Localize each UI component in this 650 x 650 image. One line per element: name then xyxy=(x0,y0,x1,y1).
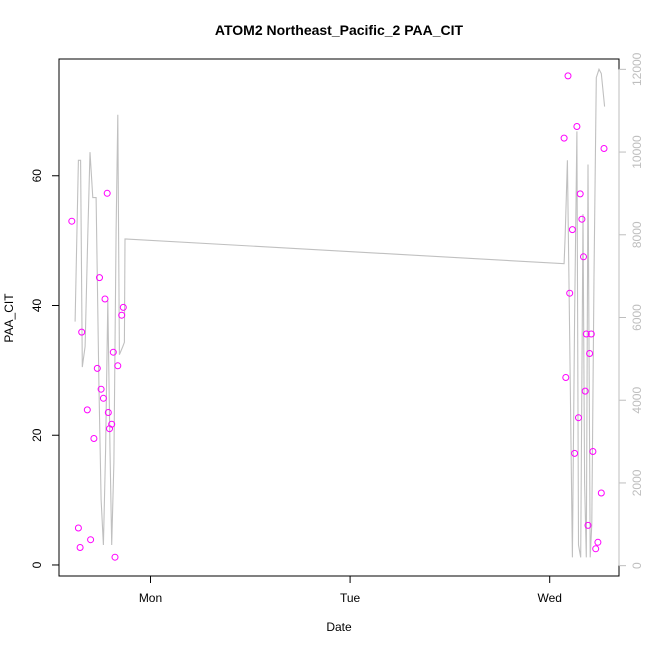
right-y-axis: 0 2000 4000 6000 8000 10000 12000 xyxy=(618,52,644,569)
data-point xyxy=(93,364,101,372)
right-y-tick-label: 10000 xyxy=(630,135,644,169)
x-axis: Mon Tue Wed xyxy=(139,575,562,605)
series-line xyxy=(74,67,606,558)
data-point xyxy=(575,414,582,422)
right-y-tick-label: 6000 xyxy=(630,304,644,331)
right-y-tick-label: 2000 xyxy=(630,469,644,496)
series-line-layer xyxy=(74,67,606,558)
data-point xyxy=(96,274,103,282)
data-point xyxy=(581,387,589,395)
data-point xyxy=(582,330,590,338)
data-point xyxy=(568,226,576,234)
data-point xyxy=(584,521,592,529)
right-y-tick-label: 12000 xyxy=(630,52,644,86)
data-point xyxy=(101,295,109,303)
data-point xyxy=(589,448,597,455)
data-point xyxy=(108,420,116,428)
plot-frame xyxy=(58,58,620,577)
data-point xyxy=(114,362,122,370)
y-tick-label: 20 xyxy=(30,428,44,442)
data-point xyxy=(90,435,98,442)
data-point xyxy=(76,544,84,551)
data-point xyxy=(592,545,600,553)
data-point xyxy=(74,524,82,532)
data-point xyxy=(99,394,107,402)
right-y-tick-label: 8000 xyxy=(630,221,644,248)
x-tick-label: Mon xyxy=(139,591,162,605)
data-point xyxy=(118,311,126,319)
data-point xyxy=(68,217,76,225)
x-axis-label: Date xyxy=(326,620,352,634)
data-point xyxy=(571,449,579,457)
data-point xyxy=(111,553,119,561)
chart-title: ATOM2 Northeast_Pacific_2 PAA_CIT xyxy=(215,22,464,38)
y-tick-label: 60 xyxy=(30,169,44,183)
y-axis: 0 20 40 60 xyxy=(30,169,60,568)
y-axis-label: PAA_CIT xyxy=(2,293,16,343)
right-y-tick-label: 4000 xyxy=(630,387,644,414)
data-point xyxy=(560,134,568,142)
data-point xyxy=(600,145,608,152)
data-point xyxy=(586,350,594,357)
data-point xyxy=(578,215,586,223)
data-point xyxy=(597,489,605,497)
y-tick-label: 0 xyxy=(30,561,44,568)
data-point xyxy=(566,289,574,297)
data-point xyxy=(83,406,91,414)
data-point xyxy=(119,303,127,311)
data-point xyxy=(580,253,587,261)
points-layer xyxy=(68,72,608,561)
data-point xyxy=(103,189,111,197)
data-point xyxy=(564,72,572,80)
data-point xyxy=(587,330,595,338)
y-tick-label: 40 xyxy=(30,299,44,313)
data-point xyxy=(78,328,86,336)
data-point xyxy=(97,385,105,393)
data-point xyxy=(109,348,117,356)
right-y-tick-label: 0 xyxy=(630,562,644,569)
x-tick-label: Wed xyxy=(537,591,561,605)
data-point xyxy=(104,409,112,416)
data-point xyxy=(573,123,581,130)
data-point xyxy=(562,374,570,381)
data-point xyxy=(87,536,95,544)
data-point xyxy=(594,538,602,546)
x-tick-label: Tue xyxy=(340,591,361,605)
data-point xyxy=(576,190,584,198)
